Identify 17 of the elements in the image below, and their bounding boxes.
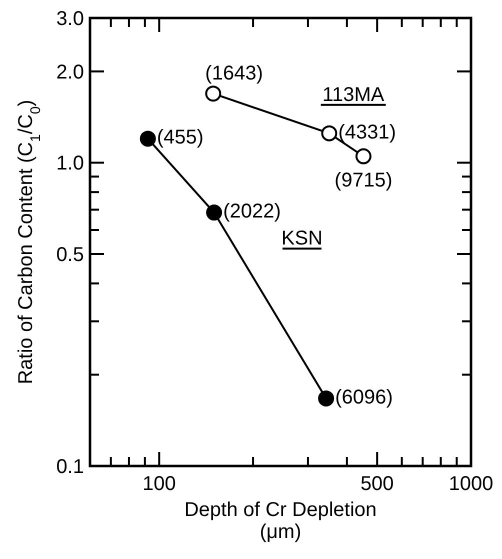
- x-axis-title: Depth of Cr Depletion (μm): [184, 499, 377, 543]
- x-tick-label: 1000: [448, 473, 494, 495]
- annotation: (1643): [205, 62, 263, 85]
- annotation: (6096): [335, 386, 393, 408]
- series-label: KSN: [281, 228, 323, 250]
- series-label: 113MA: [322, 84, 385, 106]
- y-tick-label: 3.0: [56, 8, 84, 30]
- y-tick-label: 2.0: [56, 61, 84, 84]
- y-tick-label: 1.0: [56, 152, 84, 175]
- x-tick-label: 500: [360, 473, 394, 495]
- y-tick-label: 0.5: [56, 244, 84, 266]
- x-tick-label: 100: [142, 473, 176, 495]
- annotation: (9715): [334, 169, 392, 192]
- annotation: (2022): [223, 200, 281, 223]
- annotation: (4331): [338, 121, 396, 144]
- y-tick-label: 0.1: [56, 456, 84, 478]
- annotation: (455): [156, 126, 204, 149]
